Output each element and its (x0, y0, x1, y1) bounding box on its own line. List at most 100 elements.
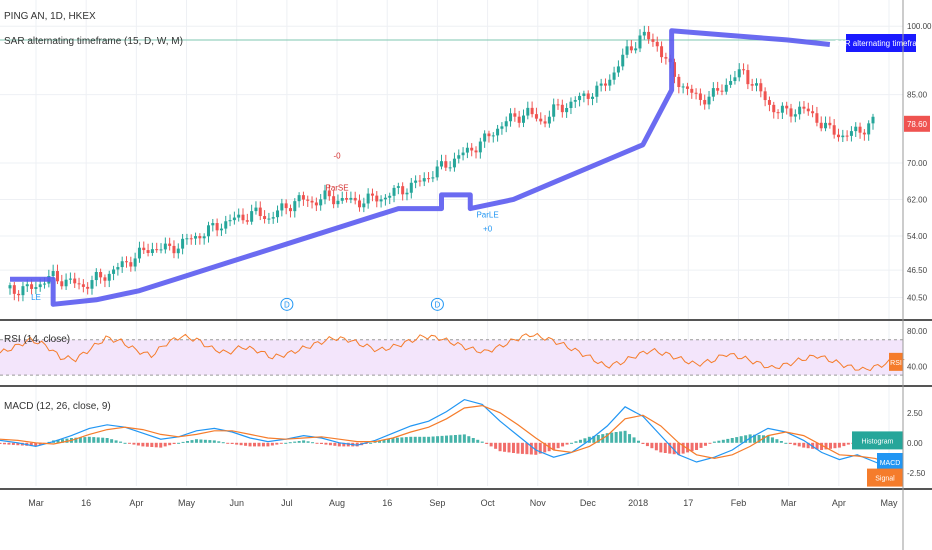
histogram-bar-down (556, 442, 560, 449)
histogram-bar-up (413, 436, 417, 443)
histogram-bar-down (141, 442, 145, 447)
histogram-bar-up (119, 441, 123, 443)
candle-up (194, 236, 198, 239)
x-tick-label: 16 (382, 498, 392, 508)
x-tick-label: 2018 (628, 498, 648, 508)
histogram-bar-down (328, 442, 332, 446)
histogram-bar-up (449, 435, 453, 443)
histogram-bar-down (235, 442, 239, 445)
candle-down (427, 178, 431, 180)
candle-down (690, 88, 694, 93)
candle-up (521, 115, 525, 123)
symbol-title: PING AN, 1D, HKEX (4, 11, 96, 22)
histogram-bar-up (194, 439, 198, 443)
candle-down (99, 271, 103, 278)
candle-down (651, 39, 655, 42)
candle-up (621, 54, 625, 67)
histogram-bar-down (2, 442, 6, 445)
histogram-bar-up (480, 441, 484, 443)
histogram-bar-down (534, 442, 538, 455)
candle-down (12, 285, 16, 294)
histogram-bar-down (230, 442, 234, 444)
candle-down (746, 70, 750, 85)
candle-up (841, 135, 845, 138)
histogram-bar-down (842, 442, 846, 447)
histogram-bar-up (101, 437, 105, 443)
histogram-bar-up (570, 442, 574, 444)
histogram-bar-up (181, 441, 185, 443)
candle-down (487, 133, 491, 137)
histogram-bar-up (391, 438, 395, 443)
histogram-bar-down (837, 442, 841, 448)
histogram-bar-down (663, 442, 667, 453)
histogram-bar-up (614, 432, 618, 443)
candle-down (125, 261, 129, 263)
candle-up (595, 85, 599, 97)
macd-tick-label: -2.50 (907, 469, 926, 478)
candle-down (375, 195, 379, 202)
candle-up (724, 84, 728, 92)
macd-legend-label: Signal (875, 476, 895, 483)
candle-down (358, 200, 362, 208)
histogram-bar-up (83, 437, 87, 443)
histogram-bar-up (574, 441, 578, 443)
candle-up (185, 238, 189, 240)
candle-down (129, 262, 133, 267)
histogram-bar-down (695, 442, 699, 450)
candle-up (349, 197, 353, 200)
histogram-bar-down (136, 442, 140, 446)
histogram-bar-up (74, 437, 78, 443)
histogram-bar-down (172, 442, 176, 444)
histogram-bar-up (105, 438, 109, 443)
price-tick-label: 62.00 (907, 195, 928, 204)
candle-up (388, 195, 392, 198)
histogram-bar-up (735, 437, 739, 443)
histogram-bar-up (739, 436, 743, 443)
candle-up (780, 105, 784, 113)
candle-up (733, 77, 737, 82)
candle-down (189, 238, 193, 240)
histogram-bar-up (596, 435, 600, 443)
histogram-bar-down (552, 442, 556, 450)
labels-layer: PING AN, 1D, HKEX SAR alternating timefr… (4, 11, 183, 412)
x-tick-label: 17 (683, 498, 693, 508)
candle-down (603, 83, 607, 86)
candle-down (742, 69, 746, 71)
candle-down (168, 243, 172, 246)
candle-up (625, 46, 629, 55)
signal-annotation: -0 (333, 151, 341, 160)
rsi-layer: RSI (0, 332, 905, 376)
candle-down (685, 86, 689, 89)
candle-up (366, 193, 370, 204)
candle-up (798, 106, 802, 115)
candle-down (155, 249, 159, 251)
candle-down (543, 121, 547, 124)
candle-down (819, 122, 823, 129)
candle-up (25, 284, 29, 287)
histogram-bar-down (132, 442, 136, 445)
histogram-bar-down (525, 442, 529, 455)
candle-up (526, 107, 530, 116)
candle-up (340, 198, 344, 201)
histogram-bar-up (770, 437, 774, 443)
rsi-line (0, 332, 905, 372)
histogram-bar-up (96, 437, 100, 443)
grid-layer (0, 0, 903, 486)
histogram-bar-down (154, 442, 158, 448)
histogram-bar-down (824, 442, 828, 450)
histogram-bar-down (828, 442, 832, 449)
signal-annotation: ParLE (476, 211, 498, 220)
candle-up (616, 66, 620, 73)
histogram-bar-up (458, 434, 462, 443)
x-tick-label: Dec (580, 498, 597, 508)
histogram-bar-up (757, 435, 761, 443)
histogram-bar-down (708, 442, 712, 444)
candle-down (664, 57, 668, 59)
rsi-legend-tag (889, 352, 903, 371)
candle-down (750, 84, 754, 86)
x-tick-label: 16 (81, 498, 91, 508)
candle-up (638, 35, 642, 49)
histogram-bar-down (650, 442, 654, 449)
